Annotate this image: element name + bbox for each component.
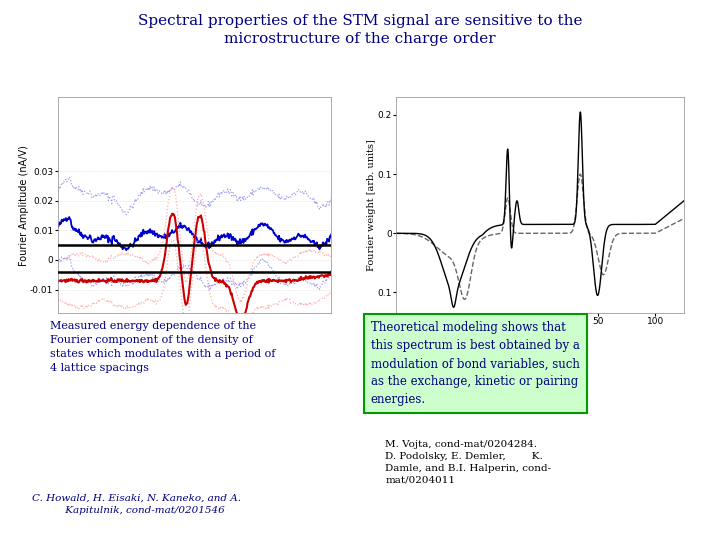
X-axis label: Bias [meV]: Bias [meV] (505, 332, 575, 343)
Text: Spectral properties of the STM signal are sensitive to the
microstructure of the: Spectral properties of the STM signal ar… (138, 14, 582, 46)
Text: M. Vojta, cond-mat/0204284.
D. Podolsky, E. Demler,        K.
Damle, and B.I. Ha: M. Vojta, cond-mat/0204284. D. Podolsky,… (385, 440, 552, 484)
Y-axis label: Fourier Amplitude (nA/V): Fourier Amplitude (nA/V) (19, 145, 29, 266)
Text: Theoretical modeling shows that
this spectrum is best obtained by a
modulation o: Theoretical modeling shows that this spe… (371, 321, 580, 406)
Text: Measured energy dependence of the
Fourier component of the density of
states whi: Measured energy dependence of the Fourie… (50, 321, 276, 373)
Text: C. Howald, H. Eisaki, N. Kaneko, and A.
     Kapitulnik, cond-mat/0201546: C. Howald, H. Eisaki, N. Kaneko, and A. … (32, 494, 241, 515)
Y-axis label: Fourier weight [arb. units]: Fourier weight [arb. units] (367, 139, 376, 271)
